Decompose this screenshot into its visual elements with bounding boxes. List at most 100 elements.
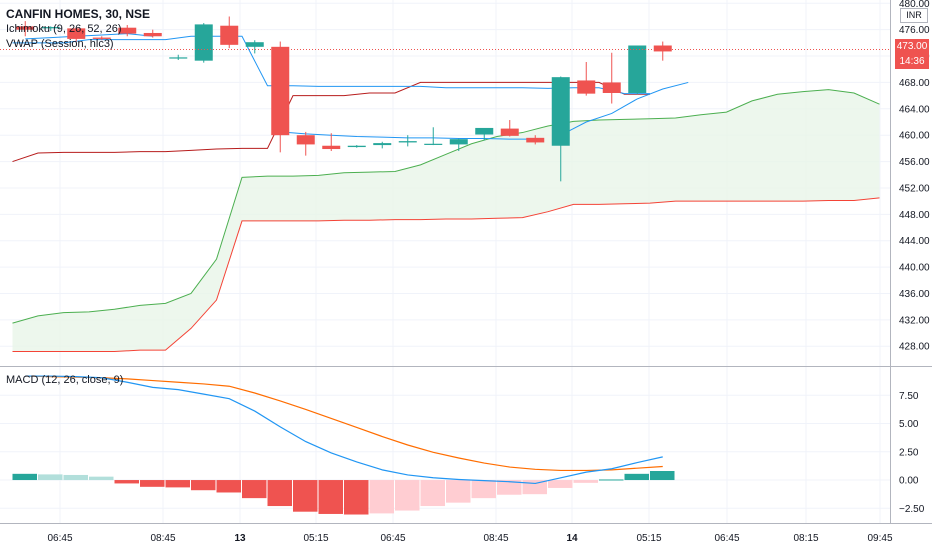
histogram-bar <box>216 480 241 493</box>
price-tick-label: 452.00 <box>899 183 930 194</box>
histogram-bar <box>599 479 624 481</box>
candle <box>67 27 86 42</box>
candle-body <box>398 141 417 143</box>
time-tick-label: 05:15 <box>636 533 661 544</box>
histogram-bar <box>140 480 165 487</box>
candle <box>322 133 341 152</box>
time-tick-label: 08:15 <box>793 533 818 544</box>
candle <box>220 16 239 49</box>
candle-body <box>500 128 519 136</box>
histogram-bar <box>165 480 190 488</box>
time-tick-label: 14 <box>566 533 578 544</box>
leading-span-b <box>12 197 880 352</box>
price-tick-label: 464.00 <box>899 104 930 115</box>
candle <box>602 52 621 104</box>
macd-tick-label: 2.50 <box>899 447 919 458</box>
macd-tick-label: 7.50 <box>899 391 919 402</box>
ichimoku-legend[interactable]: Ichimoku (9, 26, 52, 26) <box>6 23 122 35</box>
macd-tick-label: −2.50 <box>899 504 925 515</box>
countdown-tag: 14:36 <box>895 54 929 69</box>
candle-body <box>41 27 60 29</box>
macd-histogram <box>12 471 675 515</box>
candle-body <box>602 82 621 93</box>
time-tick-label: 06:45 <box>714 533 739 544</box>
candle <box>449 138 468 152</box>
candle-body <box>373 143 392 146</box>
price-tick-label: 448.00 <box>899 210 930 221</box>
candle <box>551 76 570 182</box>
candle <box>424 127 443 146</box>
histogram-bar <box>191 480 216 491</box>
price-tick-label: 460.00 <box>899 131 930 142</box>
histogram-bar <box>650 471 675 481</box>
currency-label: INR <box>900 8 928 23</box>
time-tick-label: 08:45 <box>483 533 508 544</box>
candle <box>296 131 315 156</box>
candle-body <box>449 139 468 145</box>
price-tick-label: 480.00 <box>899 0 930 10</box>
candle <box>194 23 213 63</box>
histogram-bar <box>293 480 318 512</box>
candle <box>169 54 188 61</box>
candles <box>16 16 672 182</box>
histogram-bar <box>548 480 573 488</box>
macd-tick-label: 0.00 <box>899 476 919 487</box>
histogram-bar <box>446 480 471 503</box>
macd-legend[interactable]: MACD (12, 26, close, 9) <box>6 374 124 386</box>
candle-body <box>169 57 188 59</box>
candle-body <box>67 28 86 39</box>
symbol-title[interactable]: CANFIN HOMES, 30, NSE <box>6 7 151 21</box>
candle-body <box>92 37 111 39</box>
histogram-bar <box>420 480 445 507</box>
candle <box>16 21 35 37</box>
vwap-legend[interactable]: VWAP (Session, hlc3) <box>6 38 114 50</box>
histogram-bar <box>471 480 496 499</box>
time-tick-label: 08:45 <box>150 533 175 544</box>
grid <box>0 0 890 523</box>
histogram-bar <box>267 480 292 507</box>
candle <box>271 41 290 153</box>
candle <box>398 135 417 147</box>
histogram-bar <box>114 480 139 484</box>
candle <box>526 135 545 145</box>
time-tick-label: 09:45 <box>867 533 892 544</box>
price-tick-label: 468.00 <box>899 78 930 89</box>
candle-body <box>424 143 443 145</box>
candle-body <box>245 42 264 47</box>
price-tick-label: 476.00 <box>899 25 930 36</box>
ichimoku-cloud <box>12 89 880 352</box>
cloud-fill <box>12 89 880 352</box>
candle-body <box>271 46 290 136</box>
price-tick-label: 432.00 <box>899 315 930 326</box>
histogram-bar <box>318 480 343 514</box>
histogram-bar <box>497 480 522 495</box>
candle-body <box>322 145 341 150</box>
candle-body <box>347 145 366 148</box>
histogram-bar <box>395 480 420 511</box>
histogram-bar <box>624 473 649 481</box>
base-line <box>12 81 650 163</box>
candle <box>500 120 519 137</box>
vwap-line <box>25 33 153 40</box>
time-tick-label: 06:45 <box>380 533 405 544</box>
histogram-bar <box>89 476 114 481</box>
candle-body <box>628 45 647 93</box>
candle-body <box>16 26 35 30</box>
candle-body <box>653 45 672 52</box>
vwap-line <box>560 81 689 136</box>
candle-body <box>526 137 545 143</box>
leading-span-a <box>12 89 880 324</box>
histogram-bar <box>38 474 63 481</box>
candle <box>628 45 647 95</box>
time-tick-label: 06:45 <box>47 533 72 544</box>
conversion-line <box>12 35 650 95</box>
histogram-bar <box>12 473 37 481</box>
price-tick-label: 428.00 <box>899 342 930 353</box>
candle <box>143 29 162 38</box>
candle <box>475 127 494 141</box>
candle <box>653 41 672 61</box>
last-price-tag: 473.00 <box>895 39 929 54</box>
histogram-bar <box>344 480 369 515</box>
candle <box>245 40 264 54</box>
